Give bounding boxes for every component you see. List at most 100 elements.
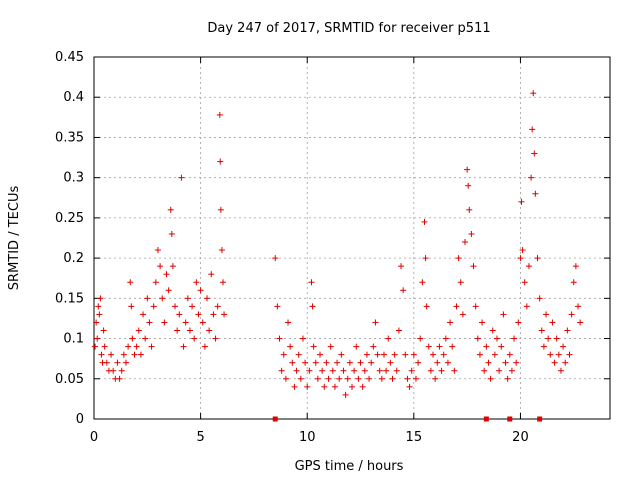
data-point (172, 303, 179, 310)
data-point (217, 206, 224, 213)
data-point (351, 367, 358, 374)
data-point (120, 351, 127, 358)
data-point (96, 311, 103, 318)
data-point (191, 335, 198, 342)
zero-marker (507, 416, 513, 422)
data-point (525, 263, 532, 270)
data-point (92, 343, 99, 350)
data-point (146, 319, 153, 326)
data-point (299, 335, 306, 342)
data-point (562, 359, 569, 366)
data-point (287, 343, 294, 350)
data-point (165, 287, 172, 294)
data-point (95, 303, 102, 310)
data-point (274, 303, 281, 310)
data-point (419, 279, 426, 286)
data-point (293, 367, 300, 374)
data-point (193, 279, 200, 286)
data-point (206, 327, 213, 334)
data-point (178, 174, 185, 181)
data-point (415, 359, 422, 366)
data-point (410, 351, 417, 358)
data-point (496, 367, 503, 374)
data-point (447, 319, 454, 326)
data-point (176, 311, 183, 318)
data-point (513, 359, 520, 366)
data-point (451, 367, 458, 374)
data-point (114, 359, 121, 366)
data-point (325, 375, 332, 382)
data-point (500, 311, 507, 318)
data-point (421, 218, 428, 225)
y-tick-label: 0.3 (63, 171, 84, 186)
data-point (366, 375, 373, 382)
data-point (568, 311, 575, 318)
data-point (150, 303, 157, 310)
data-point (483, 343, 490, 350)
data-point (314, 375, 321, 382)
data-point (566, 351, 573, 358)
data-point (412, 375, 419, 382)
data-point (161, 319, 168, 326)
data-point (402, 351, 409, 358)
data-point (361, 367, 368, 374)
data-point (502, 359, 509, 366)
data-point (212, 335, 219, 342)
data-point (295, 351, 302, 358)
data-point (393, 367, 400, 374)
data-point (97, 295, 104, 302)
data-point (182, 319, 189, 326)
data-point (208, 271, 215, 278)
data-point (344, 375, 351, 382)
data-point (110, 367, 117, 374)
data-point (387, 359, 394, 366)
data-point (304, 383, 311, 390)
data-point (444, 359, 451, 366)
data-point (493, 335, 500, 342)
data-point (144, 295, 151, 302)
data-point (570, 279, 577, 286)
data-point (169, 263, 176, 270)
data-point (547, 351, 554, 358)
y-axis-label: SRMTID / TECUs (7, 186, 22, 291)
data-point (135, 327, 142, 334)
data-points (92, 90, 584, 422)
data-point (436, 343, 443, 350)
data-point (400, 287, 407, 294)
data-point (504, 375, 511, 382)
data-point (148, 343, 155, 350)
data-point (308, 279, 315, 286)
data-point (372, 319, 379, 326)
data-point (457, 279, 464, 286)
data-point (465, 182, 472, 189)
y-tick-label: 0.05 (55, 372, 84, 387)
data-point (408, 367, 415, 374)
data-point (534, 255, 541, 262)
data-point (336, 375, 343, 382)
data-point (376, 367, 383, 374)
data-point (201, 343, 208, 350)
data-point (195, 311, 202, 318)
data-point (101, 343, 108, 350)
data-point (491, 351, 498, 358)
grid-lines (94, 57, 610, 419)
data-point (276, 335, 283, 342)
plot-frame (93, 56, 611, 420)
data-point (398, 263, 405, 270)
data-point (220, 279, 226, 286)
data-point (168, 230, 175, 237)
data-point (180, 343, 187, 350)
axis-ticks (93, 56, 610, 420)
data-point (157, 263, 164, 270)
data-point (122, 359, 129, 366)
data-point (199, 319, 206, 326)
data-point (272, 255, 279, 262)
zero-marker (483, 416, 489, 422)
data-point (197, 287, 204, 294)
data-point (406, 383, 413, 390)
data-point (140, 311, 147, 318)
data-point (391, 351, 398, 358)
data-point (528, 174, 535, 181)
data-point (103, 359, 110, 366)
y-tick-label: 0.35 (55, 130, 84, 145)
